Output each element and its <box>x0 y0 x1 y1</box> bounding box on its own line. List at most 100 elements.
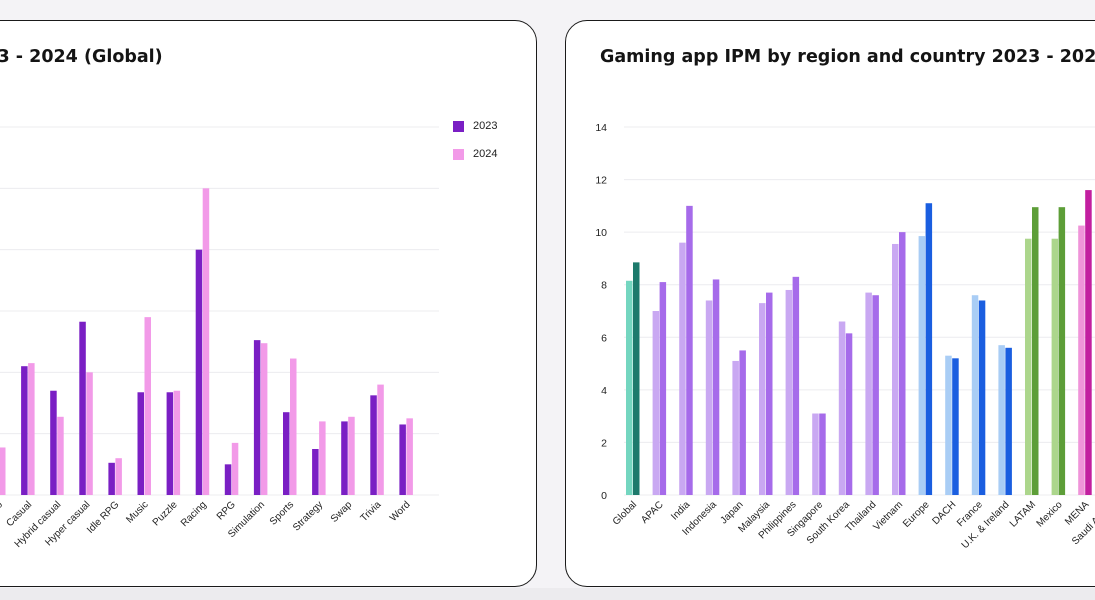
x-tick-label: Sports <box>268 499 296 527</box>
x-tick-label: LATAM <box>1008 499 1038 529</box>
x-tick-label: Puzzle <box>151 499 180 528</box>
bar-second <box>845 333 853 495</box>
bar-first <box>971 295 979 495</box>
bar-first <box>812 413 819 495</box>
bar-2023 <box>312 449 319 495</box>
bar-second <box>1032 207 1039 495</box>
y-tick-label: 2 <box>601 437 607 449</box>
bar-second <box>872 295 879 495</box>
legend-swatch-2023 <box>453 120 464 132</box>
bar-second <box>766 292 773 495</box>
bar-2024 <box>348 416 355 495</box>
bar-2023 <box>224 464 232 495</box>
bar-first <box>626 280 633 495</box>
bar-first <box>679 242 686 495</box>
bar-first <box>705 300 713 495</box>
x-tick-label: DACH <box>931 499 959 527</box>
bar-2023 <box>50 390 57 495</box>
bar-2024 <box>202 188 210 496</box>
bar-second <box>712 279 720 495</box>
bar-first <box>652 311 660 495</box>
x-tick-label: Strategy <box>291 499 325 533</box>
x-tick-label: Racing <box>179 499 209 529</box>
bar-2023 <box>79 321 86 495</box>
bar-2024 <box>231 442 239 495</box>
bar-2024 <box>290 358 297 495</box>
bar-second <box>659 282 667 495</box>
bar-2024 <box>260 343 268 495</box>
chart-panel-genre: 2023 - 2024 (Global) CasinoCasualHybrid … <box>0 20 537 587</box>
bar-2024 <box>377 384 384 495</box>
x-tick-label: Mexico <box>1035 499 1065 529</box>
y-tick-label: 10 <box>595 227 607 239</box>
legend-swatch-2024 <box>453 148 464 160</box>
bar-second <box>925 203 933 495</box>
bar-2023 <box>195 249 203 495</box>
bar-second <box>686 205 693 495</box>
bar-2023 <box>108 462 115 495</box>
y-tick-label: 12 <box>595 175 607 187</box>
x-tick-label: APAC <box>639 499 666 526</box>
x-tick-label: Swap <box>329 499 355 525</box>
x-tick-label: Idle RPG <box>85 499 122 536</box>
chart-panel-region: Gaming app IPM by region and country 202… <box>565 20 1095 587</box>
y-tick-label: 6 <box>601 332 607 344</box>
bar-2024 <box>86 372 93 495</box>
legend-label: 2024 <box>473 148 498 160</box>
x-tick-label: RPG <box>215 499 238 522</box>
bar-first <box>1078 225 1085 496</box>
page-footer-strip <box>0 588 1095 600</box>
x-tick-label: Vietnam <box>872 499 906 533</box>
bar-second <box>952 358 959 495</box>
bar-first <box>892 243 899 495</box>
bar-2024 <box>115 458 122 495</box>
bar-2023 <box>137 392 144 495</box>
x-tick-label: Global <box>611 499 639 527</box>
bar-2024 <box>28 363 35 495</box>
bar-second <box>899 232 906 495</box>
bar-2023 <box>341 421 348 495</box>
x-tick-label: Word <box>388 499 413 524</box>
bar-second <box>1085 190 1092 496</box>
bar-2023 <box>253 340 261 495</box>
bar-2024 <box>406 418 413 495</box>
legend-item-2024: 2024 <box>453 147 497 161</box>
bar-2024 <box>319 421 326 495</box>
bar-2024 <box>144 317 151 495</box>
y-tick-label: 14 <box>595 122 607 134</box>
bar-2024 <box>57 416 64 495</box>
bar-second <box>978 300 986 495</box>
legend-item-2023: 2023 <box>453 119 497 133</box>
bar-first <box>918 236 926 496</box>
x-tick-label: Trivia <box>359 499 384 524</box>
chart-title: 2023 - 2024 (Global) <box>0 47 163 67</box>
bar-second <box>1005 347 1012 495</box>
bar-first <box>1025 238 1032 495</box>
bar-first <box>759 303 766 495</box>
y-tick-label: 8 <box>601 280 607 292</box>
x-tick-label: Casino <box>0 499 5 529</box>
bar-2023 <box>283 412 290 495</box>
y-tick-label: 4 <box>601 385 607 397</box>
bar-second <box>792 276 800 495</box>
legend-label: 2023 <box>473 120 498 132</box>
bar-first <box>732 360 739 495</box>
y-tick-label: 0 <box>601 490 607 502</box>
bar-second <box>633 262 640 495</box>
bar-2023 <box>399 424 406 495</box>
bar-first <box>998 345 1005 495</box>
bar-2024 <box>0 447 6 495</box>
bar-second <box>1058 207 1066 495</box>
chart-title: Gaming app IPM by region and country 202… <box>600 47 1095 67</box>
bar-2023 <box>21 366 28 495</box>
bar-first <box>945 355 952 495</box>
x-tick-label: Music <box>124 499 150 525</box>
legend: 2023 2024 <box>453 119 497 175</box>
bar-first <box>1051 238 1059 495</box>
x-tick-label: India <box>669 499 692 522</box>
bar-first <box>838 321 846 495</box>
bar-second <box>739 350 746 495</box>
x-tick-label: U.K. & Ireland <box>960 499 1012 551</box>
